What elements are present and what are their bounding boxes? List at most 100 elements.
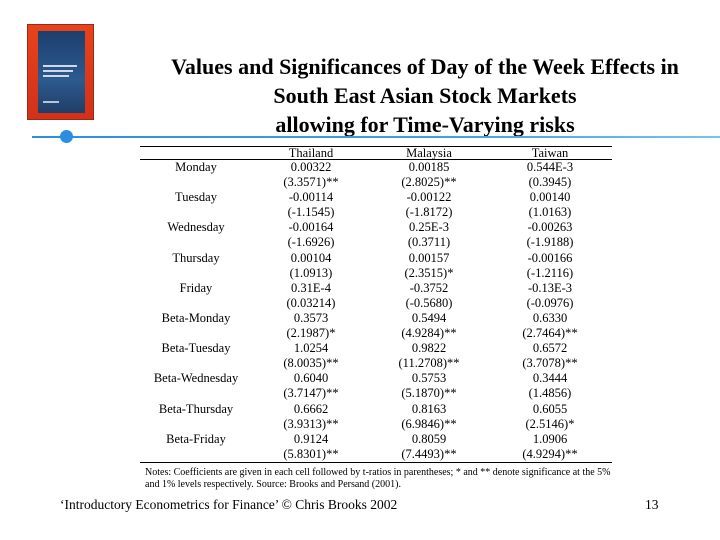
table-cell: (4.9284)** [401,326,457,341]
table-top-rule [140,146,612,147]
row-label: Thursday [172,250,220,265]
table-row: Beta-Thursday 0.6662 0.8163 0.6055 [140,402,612,417]
book-cover-line [43,75,69,77]
row-label [140,386,252,401]
table-cell: 0.3444 [532,371,568,386]
header-cell [140,147,252,159]
table-cell: (3.7078)** [522,356,578,371]
table-row: Beta-Wednesday 0.6040 0.5753 0.3444 [140,371,612,386]
row-label [140,205,252,220]
table-row: Tuesday -0.00114 -0.00122 0.00140 [140,190,612,205]
table-row: (1.0913) (2.3515)* (-1.2116) [140,266,612,281]
table-row: (0.03214) (-0.5680) (-0.0976) [140,296,612,311]
table-cell: (-0.0976) [526,295,574,310]
table-cell: (4.9294)** [522,446,578,461]
table-cell: 0.00322 [290,160,332,174]
table-cell: 0.5753 [411,371,447,386]
table-cell: -0.00122 [406,190,452,205]
slide-title-line: Values and Significances of Day of the W… [171,54,679,79]
page-number: 13 [645,497,659,512]
table-cell: -0.13E-3 [527,280,573,295]
table-cell: (-1.6926) [287,235,335,250]
table-row: Friday 0.31E-4 -0.3752 -0.13E-3 [140,281,612,296]
table-cell: 0.9822 [411,341,447,356]
table-row: (3.7147)** (5.1870)** (1.4856) [140,386,612,401]
row-label [140,175,252,190]
table-cell: (7.4493)** [401,446,457,461]
table-cell: 0.5494 [411,310,447,325]
table-cell: 0.00140 [529,190,571,205]
table-row: Monday 0.00322 0.00185 0.544E-3 [140,160,612,175]
book-cover-author-line [43,101,59,103]
results-table: Thailand Malaysia Taiwan Monday 0.00322 0.… [140,146,612,463]
table-cell: 0.00104 [290,250,332,265]
table-cell: (2.3515)* [404,265,454,280]
table-cell: 0.6662 [293,401,329,416]
row-label: Wednesday [167,220,225,235]
title-divider [32,136,720,138]
row-label [140,356,252,371]
table-cell: -0.00114 [288,190,334,205]
table-cell: (-1.1545) [287,205,335,220]
table-cell: 0.6055 [532,401,568,416]
table-cell: (2.7464)** [522,326,578,341]
table-cell: -0.00166 [527,250,573,265]
table-cell: 0.544E-3 [526,160,574,174]
row-label: Tuesday [175,190,217,205]
table-cell: 0.6040 [293,371,329,386]
table-cell: (0.3711) [407,235,451,250]
table-notes: Notes: Coefficients are given in each ce… [145,467,611,490]
table-row: Wednesday -0.00164 0.25E-3 -0.00263 [140,220,612,235]
slide-title-line: South East Asian Stock Markets [273,83,577,108]
table-cell: (-1.2116) [526,265,574,280]
table-cell: 0.6572 [532,341,568,356]
table-cell: (5.8301)** [283,446,339,461]
book-cover-panel [38,31,85,113]
table-cell: 1.0906 [532,431,568,446]
row-label: Beta-Tuesday [161,341,231,356]
table-cell: (5.1870)** [401,386,457,401]
table-row: (-1.1545) (-1.8172) (1.0163) [140,205,612,220]
table-row: (-1.6926) (0.3711) (-1.9188) [140,235,612,250]
table-cell: 0.6330 [532,310,568,325]
table-cell: (6.9846)** [401,416,457,431]
table-row: (8.0035)** (11.2708)** (3.7078)** [140,356,612,371]
table-cell: 0.8163 [411,401,447,416]
table-cell: (1.4856) [528,386,572,401]
table-cell: 0.00185 [408,160,450,174]
row-label [140,235,252,250]
table-cell: 0.8059 [411,431,447,446]
table-header-row: Thailand Malaysia Taiwan [140,147,612,160]
table-cell: (8.0035)** [283,356,339,371]
table-cell: -0.00164 [288,220,334,235]
table-cell: 1.0254 [293,341,329,356]
table-cell: (2.8025)** [401,175,457,190]
table-cell: 0.25E-3 [409,220,449,235]
row-label: Beta-Wednesday [153,371,239,386]
table-row: Beta-Friday 0.9124 0.8059 1.0906 [140,432,612,447]
table-row: (3.9313)** (6.9846)** (2.5146)* [140,417,612,432]
row-label: Monday [175,160,217,174]
row-label [140,417,252,432]
book-cover-image [27,24,94,120]
slide-title-line: allowing for Time-Varying risks [275,112,575,137]
table-bottom-rule [140,461,612,463]
table-row: Beta-Monday 0.3573 0.5494 0.6330 [140,311,612,326]
row-label: Beta-Thursday [158,401,234,416]
slide-footer: ‘Introductory Econometrics for Finance’ … [60,497,398,512]
table-cell: (1.0913) [289,265,333,280]
table-cell: (0.03214) [286,295,336,310]
row-label: Friday [179,280,213,295]
row-label [140,296,252,311]
table-cell: -0.00263 [527,220,573,235]
header-cell-taiwan: Taiwan [531,146,569,160]
table-cell: (3.9313)** [283,416,339,431]
table-row: Thursday 0.00104 0.00157 -0.00166 [140,251,612,266]
table-cell: 0.9124 [293,431,329,446]
table-cell: 0.31E-4 [291,280,331,295]
table-cell: (0.3945) [528,175,572,190]
header-cell-malaysia: Malaysia [406,146,452,160]
table-cell: 0.3573 [293,310,329,325]
row-label: Beta-Friday [166,431,226,446]
row-label: Beta-Monday [161,310,231,325]
